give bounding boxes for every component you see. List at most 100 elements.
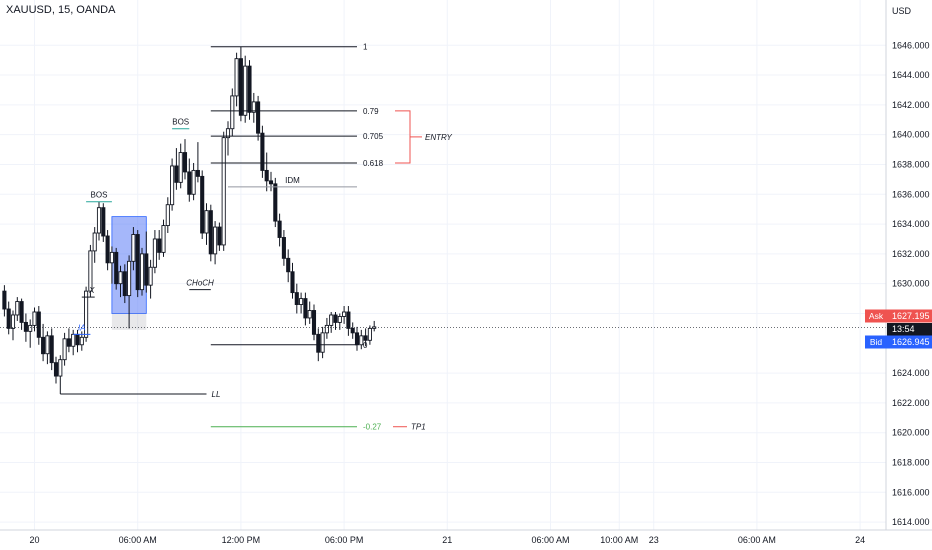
candle-bearish xyxy=(260,132,265,171)
candle-bearish xyxy=(135,234,140,291)
candle-bullish xyxy=(367,327,372,341)
candle-bullish xyxy=(170,165,175,206)
candle-bullish xyxy=(62,338,67,361)
level-label-bos: BOS xyxy=(172,118,189,127)
candle-bullish xyxy=(225,128,231,139)
ask-price-tag xyxy=(887,309,932,323)
candle-bearish xyxy=(101,207,106,237)
ask-side-label: Ask xyxy=(869,311,884,321)
price-tick-label: 1618.000 xyxy=(892,457,930,467)
candle-bullish xyxy=(191,169,196,195)
candle-bullish xyxy=(320,332,325,353)
candle-bearish xyxy=(303,298,308,319)
candle-bullish xyxy=(10,314,16,329)
price-tick-label: 1642.000 xyxy=(892,100,930,110)
time-tick-label: 24 xyxy=(855,535,865,545)
candle-bearish xyxy=(281,237,286,259)
entry-label: ENTRY xyxy=(425,133,452,142)
fib-label: 0.618 xyxy=(363,159,384,168)
candle-bearish xyxy=(2,290,7,310)
ask-side-tag xyxy=(865,309,887,323)
price-tick-label: 1630.000 xyxy=(892,279,930,289)
candle-bearish xyxy=(174,165,179,183)
candle-bullish xyxy=(221,137,226,246)
candle-bearish xyxy=(247,65,252,113)
candle-bearish xyxy=(36,311,41,338)
level-label-ll: LL xyxy=(212,390,221,399)
price-tick-label: 1624.000 xyxy=(892,368,930,378)
candle-bearish xyxy=(187,171,192,195)
time-tick-label: 10:00 AM xyxy=(600,535,638,545)
entry-bracket xyxy=(395,110,411,164)
candle-bearish xyxy=(122,271,127,297)
candle-bullish xyxy=(118,271,123,285)
tp1-label: TP1 xyxy=(411,423,426,432)
candle-bullish xyxy=(79,336,84,346)
candle-bearish xyxy=(268,180,274,185)
candle-bullish xyxy=(324,324,329,334)
level-label-bos: BOS xyxy=(91,191,108,200)
candle-bullish xyxy=(307,310,312,319)
ask-price-value: 1627.195 xyxy=(892,311,930,321)
price-tick-label: 1636.000 xyxy=(892,189,930,199)
candle-bullish xyxy=(342,311,347,317)
candle-bullish xyxy=(178,152,183,183)
bid-price-value: 1626.945 xyxy=(892,337,930,347)
countdown-value: 13:54 xyxy=(892,324,915,334)
currency-label: USD xyxy=(892,6,912,16)
time-tick-label: 06:00 AM xyxy=(738,535,776,545)
price-tick-label: 1632.000 xyxy=(892,249,930,259)
countdown-tag xyxy=(887,323,932,336)
candle-bullish xyxy=(329,314,334,326)
candle-bullish xyxy=(213,226,218,255)
time-tick-label: 06:00 AM xyxy=(119,535,157,545)
bid-side-tag xyxy=(865,335,887,349)
candle-bullish xyxy=(71,333,76,347)
candle-bullish xyxy=(165,204,170,227)
candle-bearish xyxy=(217,226,222,246)
candle-bullish xyxy=(337,316,342,323)
candle-bearish xyxy=(66,338,71,347)
fib-label: 0 xyxy=(363,341,368,350)
bid-price-tag xyxy=(887,335,932,349)
candle-bullish xyxy=(204,210,209,234)
candle-bullish xyxy=(127,260,132,297)
candle-bearish xyxy=(290,271,295,294)
candle-bearish xyxy=(316,333,321,353)
candle-bearish xyxy=(333,314,338,323)
candle-bullish xyxy=(139,253,145,291)
candle-bearish xyxy=(114,251,119,285)
bid-side-label: Bid xyxy=(870,337,883,347)
candle-bullish xyxy=(131,234,136,262)
candle-bullish xyxy=(109,251,114,264)
level-label-x: X xyxy=(88,286,95,295)
candle-bearish xyxy=(363,335,368,341)
level-label-ia: IA xyxy=(78,323,86,332)
candle-bearish xyxy=(195,169,200,177)
time-tick-label: 21 xyxy=(442,535,452,545)
candle-bearish xyxy=(41,336,46,355)
price-tick-label: 1614.000 xyxy=(892,517,930,527)
candle-bearish xyxy=(200,175,205,234)
candle-bearish xyxy=(273,183,278,222)
symbol-title: XAUUSD, 15, OANDA xyxy=(6,4,116,16)
candle-bullish xyxy=(234,58,239,97)
candle-bullish xyxy=(251,101,256,113)
candle-bullish xyxy=(15,301,20,316)
candle-bearish xyxy=(144,253,149,286)
candle-bearish xyxy=(19,301,24,323)
fib-label: 0.79 xyxy=(363,107,379,116)
candle-bullish xyxy=(96,207,102,234)
candle-bearish xyxy=(350,327,355,334)
fib-label: -0.27 xyxy=(363,423,382,432)
candle-bullish xyxy=(359,335,364,346)
level-label-choch: CHoCH xyxy=(186,279,214,288)
candle-bullish xyxy=(152,238,157,268)
price-tick-label: 1644.000 xyxy=(892,70,930,80)
time-tick-label: 23 xyxy=(649,535,659,545)
candle-bullish xyxy=(28,324,33,332)
price-tick-label: 1634.000 xyxy=(892,219,930,229)
time-tick-label: 12:00 PM xyxy=(222,535,261,545)
price-tick-label: 1638.000 xyxy=(892,159,930,169)
